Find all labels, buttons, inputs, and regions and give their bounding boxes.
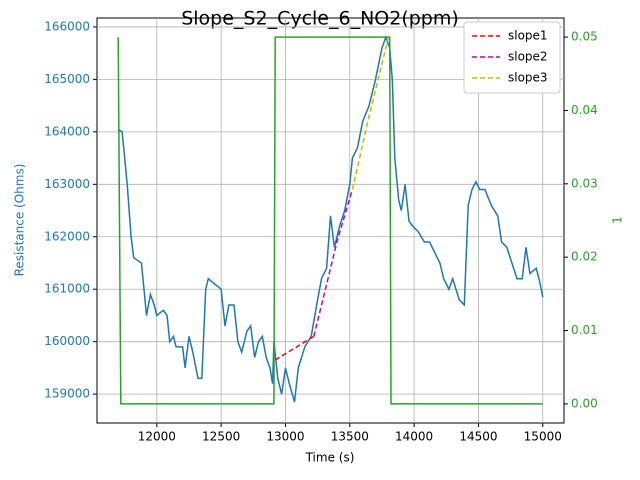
y-tick-label: 159000 [44,387,90,401]
y-tick-label: 165000 [44,72,90,86]
y2-tick-label: 0.00 [571,396,598,410]
y-axis-label: Resistance (Ohms) [13,164,27,277]
y-tick-label: 162000 [44,229,90,243]
line-series [117,35,544,403]
plot-frame [96,17,565,424]
y-tick-label: 164000 [44,124,90,138]
x-tick-label: 12500 [202,430,240,444]
y2-tick-label: 0.02 [571,250,598,264]
x-tick-label: 14000 [395,430,433,444]
x-tick-label: 12000 [138,430,176,444]
legend-label: slope1 [508,29,548,43]
legend-box [463,21,561,94]
y-tick-label: 166000 [44,19,90,33]
y2-tick-label: 0.03 [571,176,598,190]
y-tick-label: 160000 [44,334,90,348]
y2-tick-label: 0.01 [571,323,598,337]
x-tick-label: 13500 [331,430,369,444]
y-tick-label: 163000 [44,177,90,191]
y2-tick-label: 0.05 [571,30,598,44]
y2-tick-label: 0.04 [571,103,598,117]
line-series [117,36,543,405]
line-series [351,37,390,190]
line-series [274,335,315,361]
y2-axis-label: 1 [611,216,625,224]
legend-label: slope3 [508,71,548,85]
x-axis-label: Time (s) [305,451,355,465]
chart-title: Slope_S2_Cycle_6_NO2(ppm) [181,8,459,30]
y-tick-label: 161000 [44,282,90,296]
x-tick-label: 13000 [266,430,304,444]
x-tick-label: 15000 [524,430,562,444]
x-tick-label: 14500 [459,430,497,444]
line-series [313,189,354,337]
legend-label: slope2 [508,50,548,64]
